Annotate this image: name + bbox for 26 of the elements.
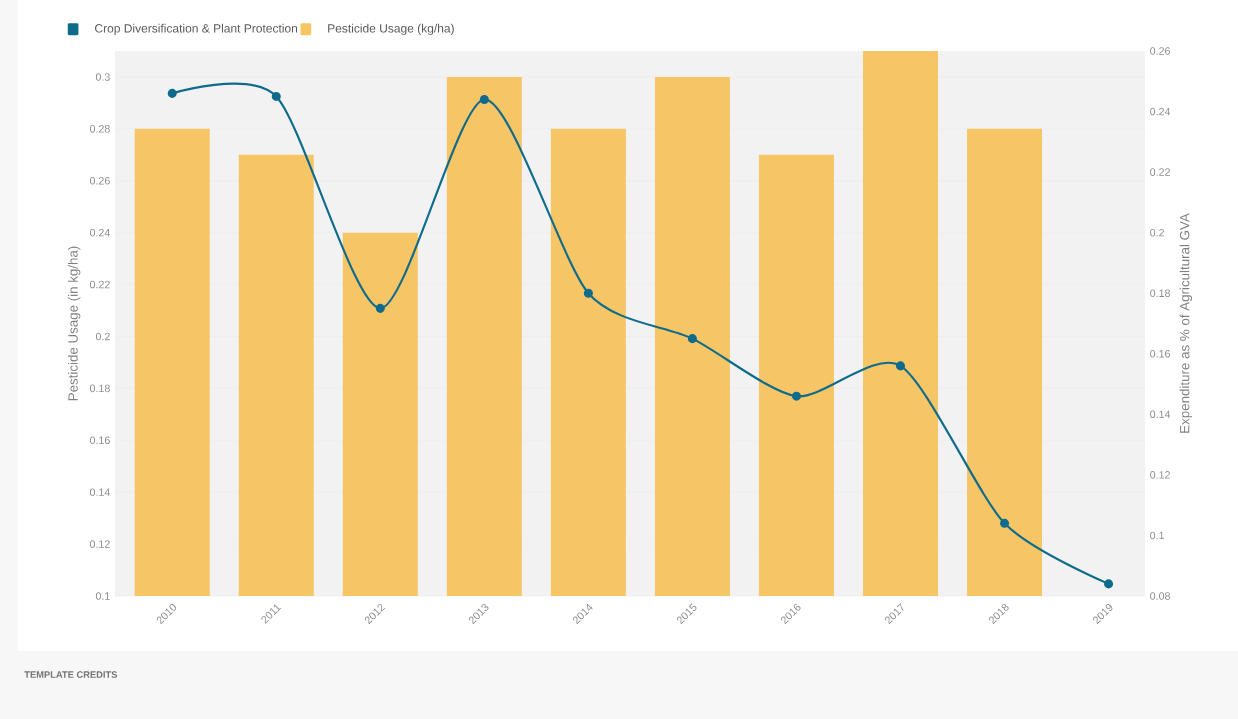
y-tick-label: 0.14 [89, 488, 110, 496]
y2-tick-label: 0.24 [1150, 107, 1171, 116]
y2-tick-label: 0.14 [1150, 410, 1171, 419]
legend-label: Pesticide Usage (kg/ha) [328, 23, 454, 35]
y-tick-label: 0.22 [89, 280, 110, 289]
y-tick-label: 0.12 [89, 540, 110, 548]
y2-tick-label: 0.2 [1150, 228, 1164, 237]
y2-tick-label: 0.18 [1150, 289, 1170, 297]
y2-tick-label: 0.08 [1150, 592, 1170, 600]
legend-label: Crop Diversification & Plant Protection [95, 23, 298, 35]
y2-tick-label: 0.22 [1150, 168, 1170, 176]
text: TEMPLATE CREDITS [24, 671, 118, 678]
y-tick-label: 0.24 [89, 228, 110, 237]
y2-tick-label: 0.16 [1150, 350, 1170, 358]
y2-axis-title: Expenditure as % of Agricultural GVA [1179, 213, 1193, 433]
y-tick-label: 0.18 [89, 384, 110, 393]
y-tick-label: 0.2 [95, 332, 110, 341]
y2-tick-label: 0.12 [1150, 471, 1170, 479]
y-tick-label: 0.1 [95, 592, 110, 600]
y-tick-label: 0.3 [95, 73, 110, 81]
y-tick-label: 0.26 [89, 176, 110, 185]
y-tick-label: 0.28 [89, 125, 110, 133]
y2-tick-label: 0.1 [1150, 531, 1165, 540]
y-axis-title: Pesticide Usage (in kg/ha) [67, 246, 81, 401]
y2-tick-label: 0.26 [1150, 47, 1170, 55]
y-tick-label: 0.16 [89, 436, 110, 445]
